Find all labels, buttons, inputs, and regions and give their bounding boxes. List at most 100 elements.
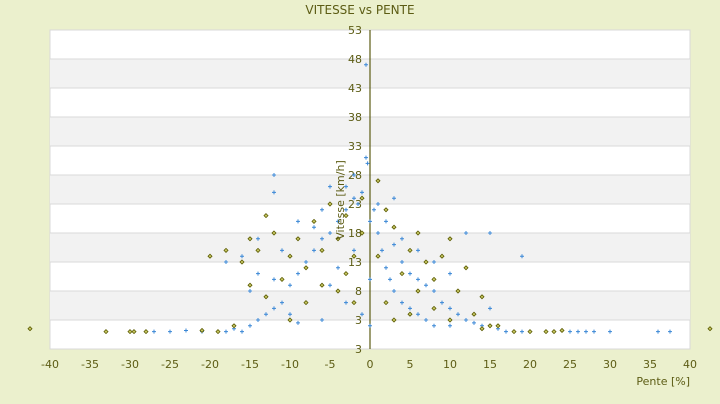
data-point-blue	[432, 323, 436, 328]
data-point-blue	[416, 312, 420, 317]
data-point-blue	[488, 231, 492, 235]
data-point-blue	[408, 271, 412, 276]
data-point-olive	[127, 329, 133, 335]
data-point-olive	[455, 288, 461, 294]
data-point-blue	[392, 196, 396, 201]
data-point-olive	[263, 294, 269, 300]
y-tick-label: 43	[348, 82, 362, 95]
data-point-olive	[215, 329, 221, 335]
data-point-blue	[365, 161, 370, 166]
data-point-olive	[27, 326, 33, 332]
y-tick-label: 8	[355, 285, 362, 298]
data-point-olive	[551, 329, 557, 335]
data-point-blue	[256, 271, 260, 276]
chart-title: VITESSE vs PENTE	[305, 3, 414, 17]
data-point-olive	[131, 329, 137, 335]
data-point-blue	[448, 271, 452, 276]
data-point-olive	[143, 329, 149, 335]
y-tick-label: 18	[348, 227, 362, 240]
data-point-olive	[423, 259, 429, 265]
y-tick-label: 3	[355, 314, 362, 327]
data-point-blue	[608, 329, 612, 334]
data-point-blue	[504, 329, 508, 334]
data-point-olive	[359, 195, 365, 201]
data-point-olive	[199, 327, 205, 334]
data-point-olive	[487, 323, 493, 329]
data-point-olive	[359, 230, 365, 236]
x-tick-label: -10	[281, 358, 299, 371]
data-point-olive	[415, 230, 421, 236]
data-point-blue	[312, 225, 316, 230]
data-point-blue	[376, 202, 380, 206]
data-point-olive	[399, 271, 405, 277]
data-point-blue	[272, 173, 276, 177]
data-point-olive	[407, 311, 413, 317]
x-tick-label: -15	[241, 358, 259, 371]
data-point-blue	[312, 248, 316, 253]
x-axis-label: Pente [%]	[636, 375, 690, 388]
data-point-blue	[464, 231, 468, 235]
data-point-blue	[584, 329, 588, 334]
data-point-blue	[256, 318, 260, 322]
data-point-blue	[448, 306, 452, 311]
data-point-blue	[488, 306, 492, 311]
data-point-blue	[568, 329, 572, 334]
data-point-blue	[296, 271, 300, 276]
x-tick-label: -20	[201, 358, 219, 371]
data-point-blue	[288, 312, 292, 317]
data-point-olive	[559, 327, 565, 334]
y-tick-label: 13	[348, 256, 362, 269]
data-point-olive	[375, 253, 381, 259]
data-point-blue	[384, 219, 388, 224]
x-tick-label: -35	[81, 358, 99, 371]
x-tick-label: -25	[161, 358, 179, 371]
data-point-blue	[408, 306, 412, 311]
data-point-blue	[280, 300, 284, 305]
data-point-blue	[328, 184, 332, 189]
data-point-blue	[400, 236, 404, 241]
data-point-blue	[440, 300, 444, 305]
data-point-blue	[296, 320, 300, 325]
data-point-blue	[456, 312, 460, 317]
data-point-blue	[656, 329, 660, 334]
data-point-blue	[224, 260, 228, 264]
x-tick-label: 10	[443, 358, 457, 371]
data-point-olive	[415, 288, 421, 294]
x-tick-label: 20	[523, 358, 537, 371]
data-point-olive	[707, 326, 713, 332]
data-point-blue	[320, 236, 324, 241]
data-point-blue	[272, 277, 276, 282]
data-point-blue	[240, 254, 244, 259]
data-point-olive	[471, 311, 477, 317]
data-point-blue	[576, 329, 580, 334]
x-tick-label: -5	[325, 358, 336, 371]
data-point-olive	[319, 247, 325, 253]
x-tick-label: -30	[121, 358, 139, 371]
data-point-blue	[472, 320, 476, 325]
data-point-blue	[432, 260, 436, 264]
data-point-blue	[168, 329, 172, 334]
data-point-olive	[335, 288, 341, 294]
data-point-olive	[391, 224, 397, 230]
data-point-blue	[184, 328, 188, 333]
data-point-olive	[319, 282, 325, 288]
data-point-olive	[303, 265, 309, 271]
data-point-olive	[287, 317, 293, 323]
data-point-olive	[463, 265, 469, 271]
data-point-blue	[328, 283, 332, 288]
data-point-blue	[352, 196, 356, 201]
y-axis-label: Vitesse [km/h]	[334, 160, 347, 240]
data-point-olive	[287, 253, 293, 259]
data-point-blue	[356, 202, 360, 206]
data-point-blue	[448, 323, 452, 328]
x-tick-label: 15	[483, 358, 497, 371]
data-point-olive	[431, 305, 437, 311]
x-tick-label: 40	[683, 358, 697, 371]
data-point-blue	[320, 207, 324, 212]
data-point-olive	[271, 230, 277, 236]
data-point-blue	[368, 219, 372, 224]
data-point-blue	[344, 207, 348, 212]
x-tick-label: -40	[41, 358, 59, 371]
data-point-olive	[511, 329, 517, 335]
